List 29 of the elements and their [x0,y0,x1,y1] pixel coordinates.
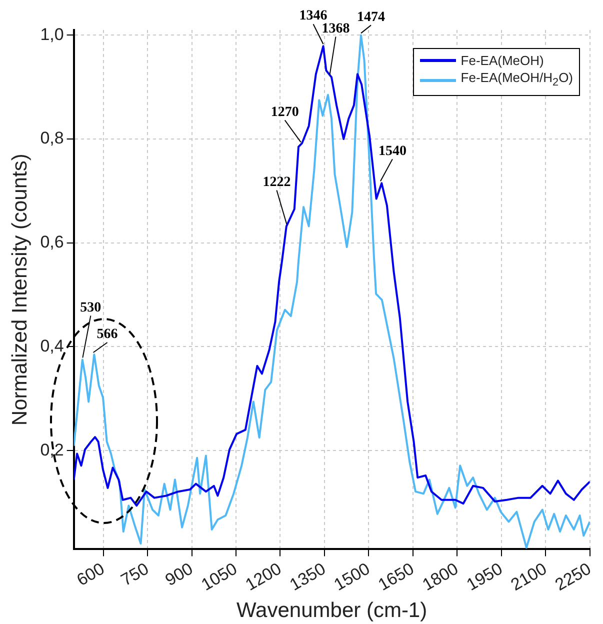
x-tick-label: 750 [118,559,152,590]
y-tick-label: 1,0 [40,24,64,44]
x-axis-title: Wavenumber (cm-1) [236,599,428,622]
annotation: 1474 [357,10,386,25]
annotation: 1368 [322,21,350,36]
x-tick-label: 2250 [552,559,594,594]
x-tick-label: 1050 [198,559,240,594]
x-tick-label: 600 [74,559,108,590]
x-tick-label: 1350 [286,559,329,594]
annotation: 1222 [262,174,291,190]
annotation: 1270 [270,104,299,120]
x-tick-label: 1800 [419,559,462,594]
annotation: 1346 [299,8,328,24]
annotation: 1540 [378,144,406,159]
x-tick-label: 1500 [330,559,374,594]
x-tick-label: 1650 [374,559,418,594]
legend-label: Fe-EA(MeOH/H$_{2}$O) [460,69,574,91]
legend-label: Fe-EA(MeOH) [460,52,544,69]
y-axis-title: Normalized Intensity (counts) [8,154,32,426]
y-tick-label: 0,2 [40,440,64,460]
x-tick-label: 2100 [508,559,550,594]
y-tick-label: 0,6 [40,232,64,252]
x-tick-label: 1950 [463,559,506,594]
annotation: 566 [96,327,118,342]
x-tick-label: 900 [162,559,196,590]
y-tick-label: 0,4 [40,336,64,356]
y-tick-label: 0,8 [40,128,64,148]
annotation: 530 [80,300,102,316]
x-tick-label: 1200 [242,559,285,594]
